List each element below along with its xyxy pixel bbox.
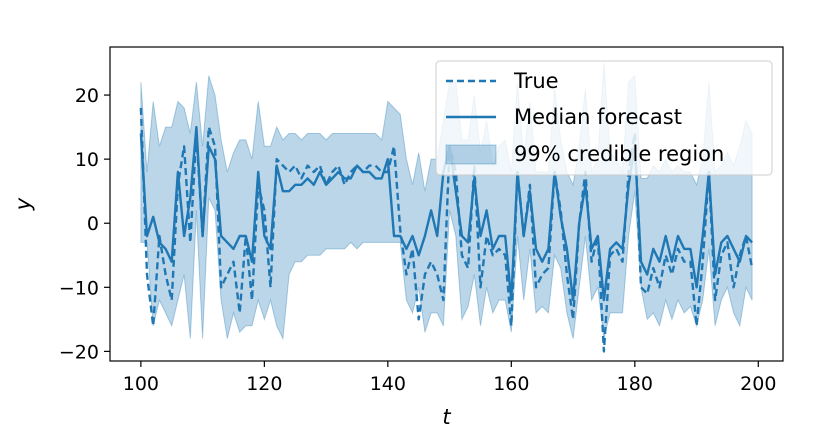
y-axis-label: y <box>11 197 35 211</box>
y-tick-label: −10 <box>59 277 99 299</box>
x-tick-label: 100 <box>123 373 159 395</box>
x-tick-label: 200 <box>740 373 776 395</box>
legend-swatch-credible-region <box>445 144 497 165</box>
y-tick-label: −20 <box>59 341 99 363</box>
plot-frame <box>109 46 784 362</box>
x-tick-label: 180 <box>617 373 653 395</box>
y-axis-ticks: −20 −10 0 10 20 <box>59 85 110 363</box>
legend-box <box>435 60 773 176</box>
legend-label-median: Median forecast <box>514 105 682 129</box>
y-tick-label: 20 <box>75 85 99 107</box>
y-tick-label: 10 <box>75 149 99 171</box>
y-tick-label: 0 <box>87 213 99 235</box>
legend: True Median forecast 99% credible region <box>435 60 773 176</box>
legend-label-credible-region: 99% credible region <box>514 142 724 166</box>
legend-label-true: True <box>513 69 559 93</box>
x-axis-label: t <box>442 405 451 429</box>
x-tick-label: 140 <box>370 373 406 395</box>
x-tick-label: 160 <box>493 373 529 395</box>
true-series-line <box>139 107 754 353</box>
x-tick-label: 120 <box>246 373 282 395</box>
x-axis-ticks: 100 120 140 160 180 200 <box>123 361 776 395</box>
